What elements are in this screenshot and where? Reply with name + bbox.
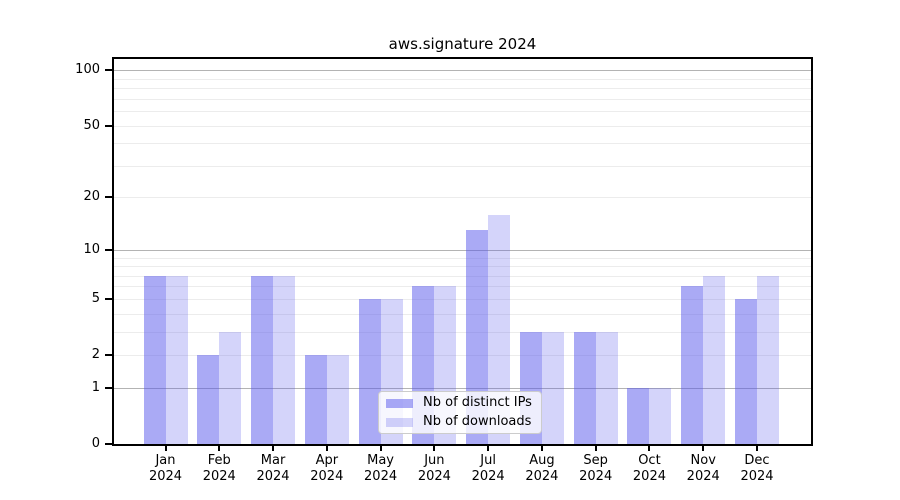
bar-oct-distinct-ips — [627, 387, 650, 444]
bar-aug-downloads — [541, 331, 564, 444]
x-tick-label-oct: Oct 2024 — [632, 453, 666, 484]
gridline-minor — [114, 111, 811, 113]
y-tick-label: 2 — [91, 347, 100, 363]
x-tick-label-jun: Jun 2024 — [417, 453, 451, 484]
x-tick-label-jan: Jan 2024 — [148, 453, 183, 484]
y-tick-mark — [105, 69, 112, 72]
bar-sep-downloads — [595, 331, 618, 444]
x-tick-label-nov: Nov 2024 — [686, 453, 720, 484]
y-tick-mark — [105, 354, 112, 357]
legend-item-downloads: Nb of downloads — [386, 414, 534, 430]
plot-area: Nb of distinct IPs Nb of downloads — [114, 59, 811, 444]
bar-nov-downloads — [703, 275, 726, 444]
gridline-major — [114, 249, 811, 251]
bar-mar-downloads — [273, 275, 296, 444]
legend-label-distinct-ips: Nb of distinct IPs — [423, 395, 532, 410]
x-tick-label-jul: Jul 2024 — [471, 453, 505, 484]
bar-dec-downloads — [757, 275, 779, 444]
x-tick-mark — [272, 446, 275, 451]
bar-apr-distinct-ips — [304, 355, 327, 444]
y-tick-mark — [105, 386, 112, 389]
gridline-minor — [114, 125, 811, 127]
bar-jan-downloads — [165, 275, 188, 444]
gridline-minor — [114, 197, 811, 199]
gridline-minor — [114, 286, 811, 288]
legend-swatch-downloads — [386, 417, 413, 427]
gridline-minor — [114, 298, 811, 300]
bar-jul-distinct-ips — [466, 230, 489, 444]
bar-sep-distinct-ips — [573, 331, 596, 444]
x-tick-mark — [218, 446, 221, 451]
bar-oct-downloads — [649, 387, 672, 444]
y-tick-label: 5 — [91, 290, 100, 306]
x-tick-label-may: May 2024 — [364, 453, 398, 484]
x-tick-mark — [164, 446, 167, 451]
gridline-minor — [114, 266, 811, 268]
x-tick-mark — [702, 446, 705, 451]
y-tick-label: 0 — [91, 436, 100, 451]
x-tick-mark — [433, 446, 436, 451]
y-tick-label: 20 — [83, 189, 100, 205]
y-tick-label: 100 — [75, 62, 100, 78]
x-tick-mark — [540, 446, 543, 451]
legend-item-distinct-ips: Nb of distinct IPs — [386, 395, 534, 411]
bar-jul-downloads — [488, 214, 511, 444]
x-tick-label-feb: Feb 2024 — [202, 453, 236, 484]
x-tick-mark — [756, 446, 758, 451]
grid-layer — [114, 59, 811, 444]
gridline-minor — [114, 275, 811, 277]
gridline-minor — [114, 257, 811, 259]
bar-feb-distinct-ips — [197, 355, 220, 444]
gridline-minor — [114, 143, 811, 145]
y-tick-mark — [105, 248, 112, 251]
gridline-minor — [114, 331, 811, 333]
y-tick-mark — [105, 443, 112, 445]
y-tick-mark — [105, 124, 112, 127]
bar-mar-distinct-ips — [251, 275, 274, 444]
bar-dec-distinct-ips — [735, 298, 757, 444]
x-tick-label-aug: Aug 2024 — [525, 453, 559, 484]
legend-label-downloads: Nb of downloads — [423, 414, 532, 429]
chart-title: aws.signature 2024 — [388, 35, 537, 53]
y-tick-label: 50 — [83, 117, 100, 133]
x-tick-mark — [325, 446, 328, 451]
x-tick-mark — [379, 446, 382, 451]
bar-nov-distinct-ips — [681, 286, 704, 444]
gridline-minor — [114, 165, 811, 167]
legend: Nb of distinct IPs Nb of downloads — [378, 391, 542, 434]
x-tick-mark — [648, 446, 651, 451]
x-tick-label-sep: Sep 2024 — [579, 453, 613, 484]
y-tick-label: 1 — [91, 379, 100, 395]
bar-jan-distinct-ips — [143, 275, 166, 444]
x-tick-label-apr: Apr 2024 — [310, 453, 344, 484]
legend-swatch-distinct-ips — [386, 398, 413, 408]
gridline-major — [114, 70, 811, 72]
bar-apr-downloads — [326, 355, 349, 444]
x-tick-label-dec: Dec 2024 — [740, 453, 774, 484]
y-tick-mark — [105, 297, 112, 300]
gridline-minor — [114, 355, 811, 357]
x-tick-label-mar: Mar 2024 — [256, 453, 290, 484]
bar-may-distinct-ips — [358, 298, 381, 444]
gridline-major — [114, 387, 811, 389]
y-tick-mark — [105, 196, 112, 199]
gridline-minor — [114, 98, 811, 100]
gridline-minor — [114, 88, 811, 90]
bar-feb-downloads — [219, 331, 242, 444]
y-tick-label: 10 — [83, 241, 100, 257]
bars-layer — [114, 59, 811, 444]
x-tick-mark — [594, 446, 597, 451]
gridline-minor — [114, 78, 811, 80]
gridline-minor — [114, 313, 811, 315]
x-tick-mark — [487, 446, 490, 451]
